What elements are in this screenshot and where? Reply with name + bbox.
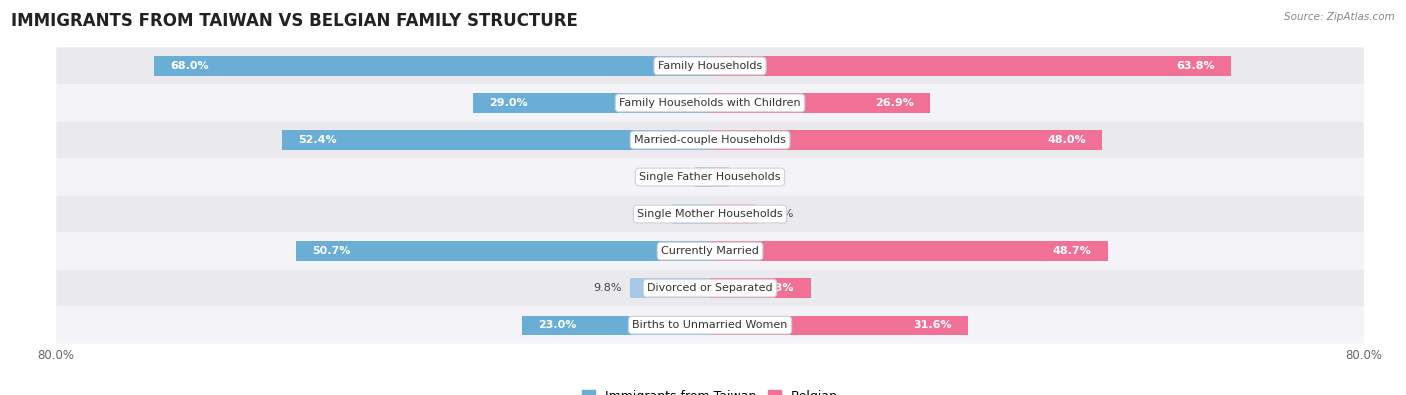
Bar (696, 167, 710, 186)
Text: 4.7%: 4.7% (636, 209, 664, 219)
Text: 31.6%: 31.6% (914, 320, 952, 330)
Bar (710, 316, 969, 335)
Text: Currently Married: Currently Married (661, 246, 759, 256)
Text: 9.8%: 9.8% (593, 283, 621, 293)
Bar (672, 205, 710, 224)
FancyBboxPatch shape (56, 196, 1364, 233)
Bar (710, 130, 1102, 150)
Bar (295, 241, 710, 261)
Bar (522, 316, 710, 335)
Text: 26.9%: 26.9% (875, 98, 914, 108)
Text: 29.0%: 29.0% (489, 98, 529, 108)
Text: Divorced or Separated: Divorced or Separated (647, 283, 773, 293)
Text: 52.4%: 52.4% (298, 135, 337, 145)
Text: Married-couple Households: Married-couple Households (634, 135, 786, 145)
Bar (710, 205, 758, 224)
Text: Family Households with Children: Family Households with Children (619, 98, 801, 108)
Bar (710, 93, 929, 113)
Text: Source: ZipAtlas.com: Source: ZipAtlas.com (1284, 12, 1395, 22)
Text: 63.8%: 63.8% (1177, 61, 1215, 71)
Text: 48.0%: 48.0% (1047, 135, 1085, 145)
Bar (710, 241, 1108, 261)
Text: 2.3%: 2.3% (737, 172, 765, 182)
Bar (281, 130, 710, 150)
FancyBboxPatch shape (56, 269, 1364, 307)
Text: 48.7%: 48.7% (1053, 246, 1091, 256)
Text: 1.8%: 1.8% (659, 172, 688, 182)
Bar (472, 93, 710, 113)
FancyBboxPatch shape (56, 158, 1364, 196)
Bar (710, 167, 728, 186)
Bar (710, 56, 1232, 75)
FancyBboxPatch shape (56, 47, 1364, 85)
FancyBboxPatch shape (56, 121, 1364, 158)
FancyBboxPatch shape (56, 85, 1364, 121)
Text: 50.7%: 50.7% (312, 246, 350, 256)
Text: Family Households: Family Households (658, 61, 762, 71)
Text: 23.0%: 23.0% (538, 320, 576, 330)
Text: 12.3%: 12.3% (755, 283, 794, 293)
Bar (630, 278, 710, 298)
Text: Single Mother Households: Single Mother Households (637, 209, 783, 219)
Text: 5.8%: 5.8% (766, 209, 794, 219)
FancyBboxPatch shape (56, 307, 1364, 344)
Text: 68.0%: 68.0% (170, 61, 209, 71)
Bar (155, 56, 710, 75)
Legend: Immigrants from Taiwan, Belgian: Immigrants from Taiwan, Belgian (582, 389, 838, 395)
Text: Births to Unmarried Women: Births to Unmarried Women (633, 320, 787, 330)
FancyBboxPatch shape (56, 233, 1364, 269)
Text: Single Father Households: Single Father Households (640, 172, 780, 182)
Bar (710, 278, 810, 298)
Text: IMMIGRANTS FROM TAIWAN VS BELGIAN FAMILY STRUCTURE: IMMIGRANTS FROM TAIWAN VS BELGIAN FAMILY… (11, 12, 578, 30)
